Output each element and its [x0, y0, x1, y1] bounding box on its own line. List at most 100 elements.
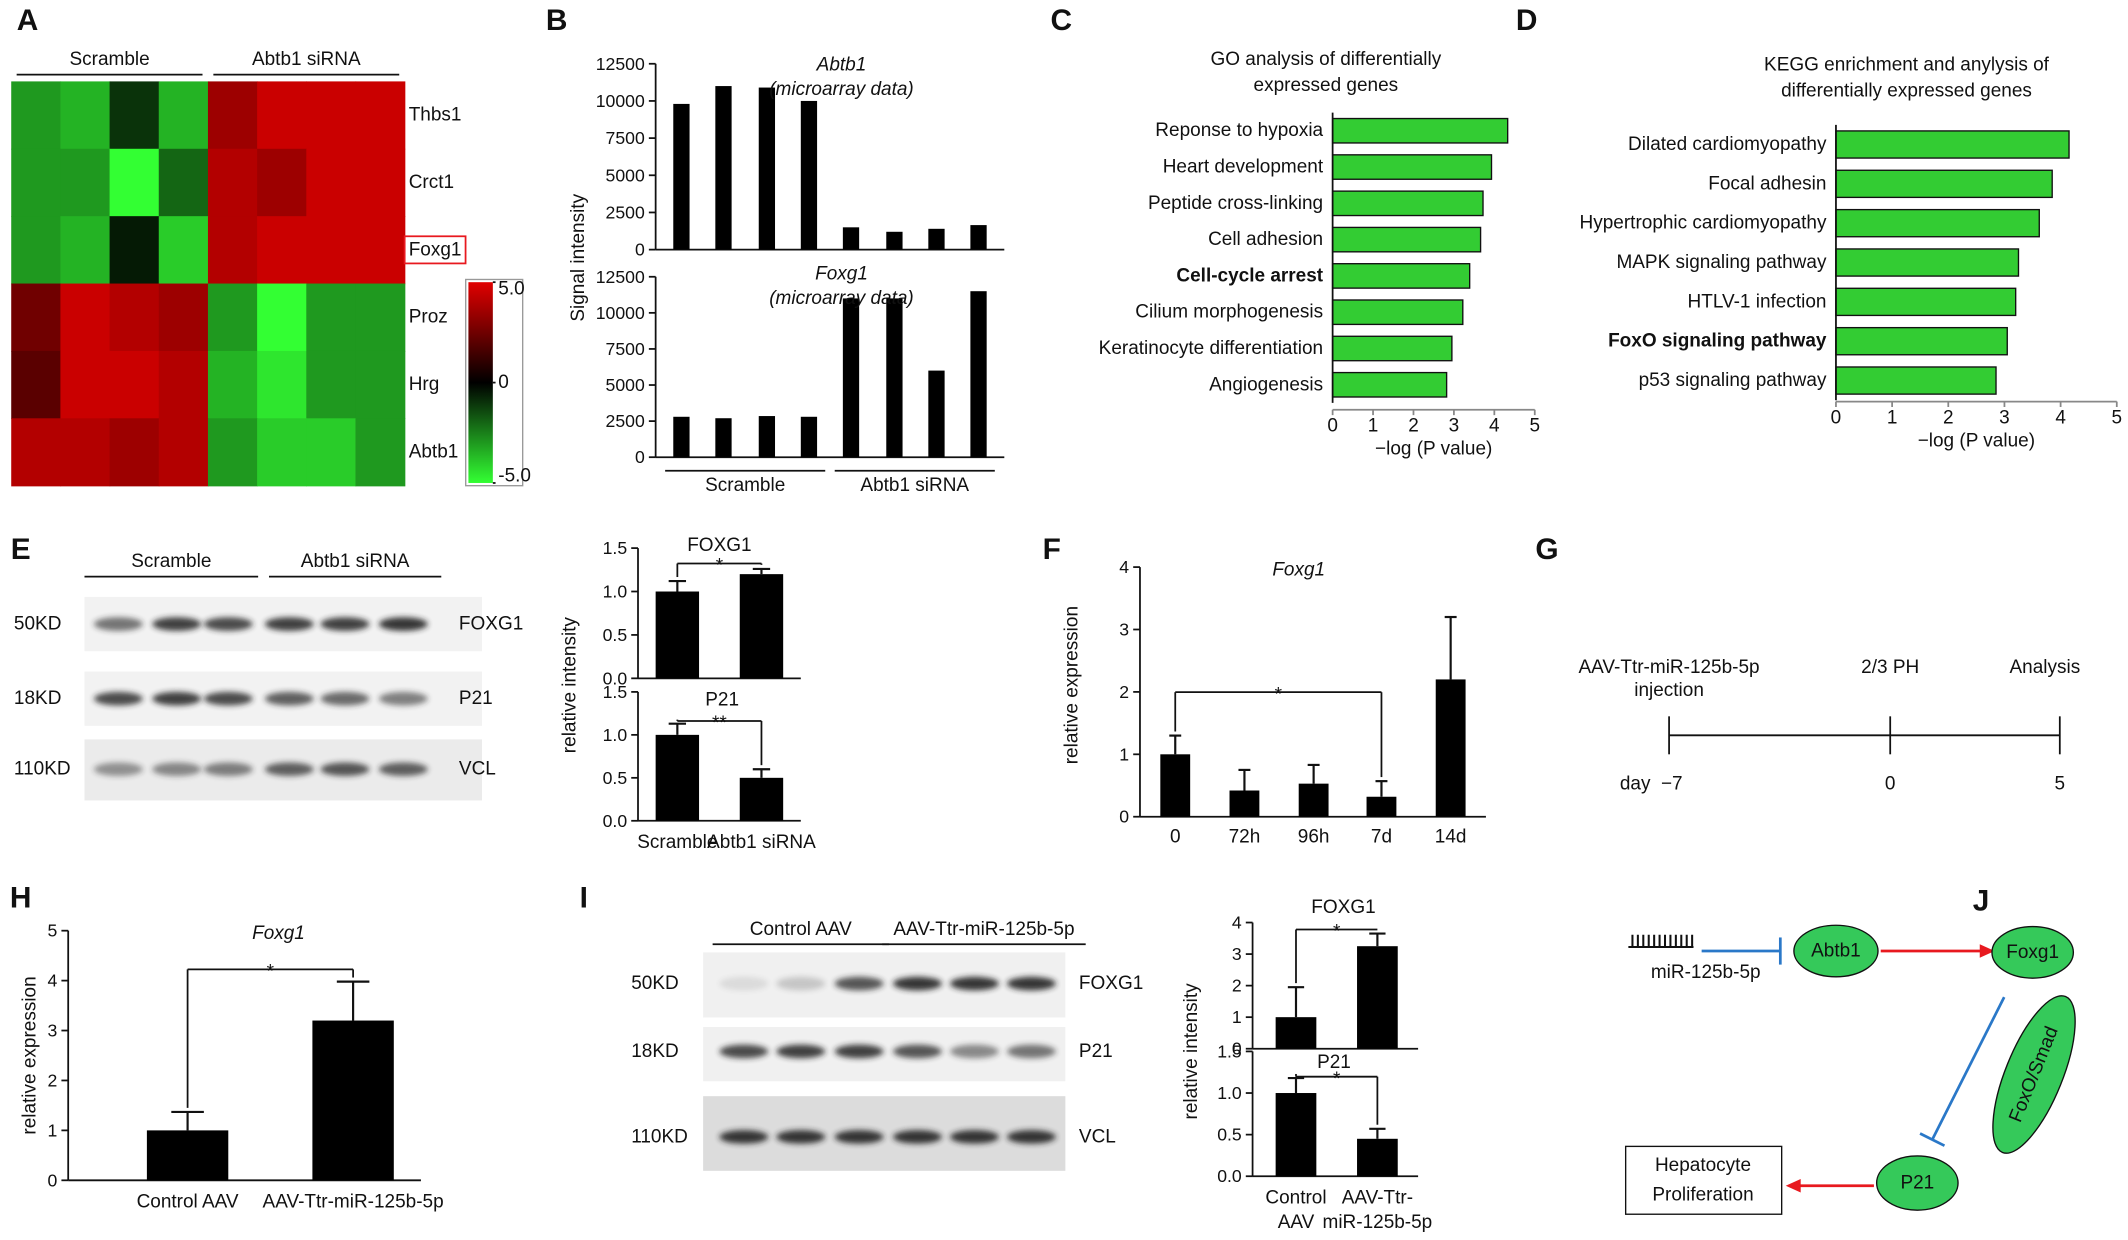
x-tick-label: Control — [1265, 1187, 1326, 1208]
heatmap-cell — [257, 418, 307, 487]
panel-letter: G — [1535, 533, 1558, 566]
y-tick-label: 3 — [1119, 619, 1129, 639]
row-label: Thbs1 — [409, 105, 462, 126]
chart-title: Foxg1 — [252, 923, 305, 944]
node — [1875, 1155, 1959, 1211]
protein-label: P21 — [1079, 1041, 1113, 1062]
panel-letter: H — [10, 882, 32, 915]
x-tick-label: 96h — [1298, 827, 1330, 848]
bar — [1331, 335, 1453, 362]
node-label: P21 — [1900, 1173, 1934, 1194]
heatmap-cell — [11, 216, 62, 285]
blot-band — [264, 617, 314, 631]
bar — [1357, 946, 1398, 1049]
blot-band — [320, 691, 370, 706]
y-tick-label: HTLV-1 infection — [1688, 291, 1827, 312]
bar — [1298, 783, 1329, 817]
chart-subtitle: (microarray data) — [769, 288, 914, 309]
heatmap-cell — [11, 148, 62, 217]
x-tick-label: 1 — [1368, 415, 1379, 436]
blot-band — [203, 762, 253, 777]
x-tick-label: 3 — [1999, 407, 2010, 428]
y-tick-label: 2500 — [606, 202, 645, 222]
colorbar — [468, 282, 493, 483]
x-tick-label: AAV-Ttr- — [1342, 1187, 1413, 1208]
bar — [673, 416, 690, 458]
chart-title: expressed genes — [1254, 75, 1399, 96]
y-tick-label: 4 — [1232, 913, 1242, 933]
heatmap-cell — [11, 81, 62, 150]
y-tick-label: 5 — [48, 921, 58, 941]
heatmap-cell — [207, 350, 258, 419]
heatmap-cell — [109, 418, 160, 487]
y-tick-label: 1.0 — [1217, 1083, 1242, 1103]
heatmap-cell — [158, 81, 209, 150]
event-label: AAV-Ttr-miR-125b-5p — [1579, 657, 1760, 678]
bar — [739, 574, 784, 679]
x-tick-label: 5 — [2111, 407, 2122, 428]
heatmap-cell — [158, 350, 209, 419]
x-tick-label: 14d — [1435, 827, 1467, 848]
bar — [673, 103, 690, 250]
bar — [842, 298, 860, 458]
heatmap-cell — [60, 350, 111, 419]
group-label: AAV-Ttr-miR-125b-5p — [893, 919, 1074, 940]
heatmap-cell — [109, 350, 160, 419]
group-label: Scramble — [131, 551, 211, 572]
node-label: Abtb1 — [1811, 941, 1861, 962]
size-marker: 18KD — [631, 1041, 679, 1062]
bar — [715, 418, 732, 458]
bar — [1331, 154, 1493, 180]
x-tick-label: 5 — [1529, 415, 1540, 436]
blot-band — [776, 1044, 826, 1059]
x-tick-label: 0 — [1327, 415, 1338, 436]
heatmap-cell — [355, 350, 406, 419]
outcome-label: Hepatocyte — [1655, 1155, 1751, 1176]
y-axis-label: relative intensity — [560, 617, 581, 754]
chart-title: differentially expressed genes — [1781, 80, 2032, 101]
bar — [1160, 754, 1191, 817]
bar — [758, 416, 776, 458]
blot-band — [950, 1044, 999, 1059]
y-tick-label: 0.0 — [1217, 1166, 1242, 1186]
arrowhead — [1785, 1178, 1801, 1193]
bar — [1331, 371, 1448, 398]
size-marker: 110KD — [631, 1126, 688, 1147]
day-label: 0 — [1885, 774, 1896, 795]
blot-band — [152, 762, 202, 777]
blot-band — [893, 976, 942, 991]
bar — [739, 777, 784, 821]
significance-label: * — [1275, 684, 1283, 705]
x-tick-label: 4 — [1489, 415, 1500, 436]
heatmap-cell — [306, 81, 357, 150]
chart-title: Abtb1 — [816, 55, 867, 76]
bar — [1835, 208, 2040, 238]
y-tick-label: Cell-cycle arrest — [1176, 265, 1323, 286]
y-axis-label: relative expression — [1062, 606, 1083, 764]
y-tick-label: p53 signaling pathway — [1639, 370, 1827, 391]
y-tick-label: Reponse to hypoxia — [1155, 120, 1323, 141]
bar — [886, 298, 903, 458]
bar — [1331, 190, 1484, 217]
bar — [1835, 366, 1997, 395]
bar — [1835, 248, 2020, 277]
blot-band — [1007, 976, 1056, 991]
blot-band — [834, 1044, 884, 1059]
blot-band — [950, 1130, 999, 1144]
y-tick-label: 2 — [1232, 976, 1242, 996]
heatmap-cell — [355, 216, 406, 285]
y-tick-label: 0 — [48, 1170, 58, 1190]
y-tick-label: 12500 — [596, 267, 645, 287]
row-label: Proz — [409, 307, 448, 328]
event-label: 2/3 PH — [1861, 657, 1919, 678]
outcome-label: Proliferation — [1652, 1185, 1753, 1206]
bar — [800, 416, 818, 458]
day-axis-label: day — [1620, 774, 1651, 795]
blot-band — [152, 691, 202, 706]
blot-band — [950, 976, 999, 991]
heatmap-cell — [158, 283, 209, 352]
panel-letter: I — [580, 882, 588, 915]
bar — [1331, 117, 1509, 144]
y-axis-label: relative expression — [20, 976, 41, 1134]
